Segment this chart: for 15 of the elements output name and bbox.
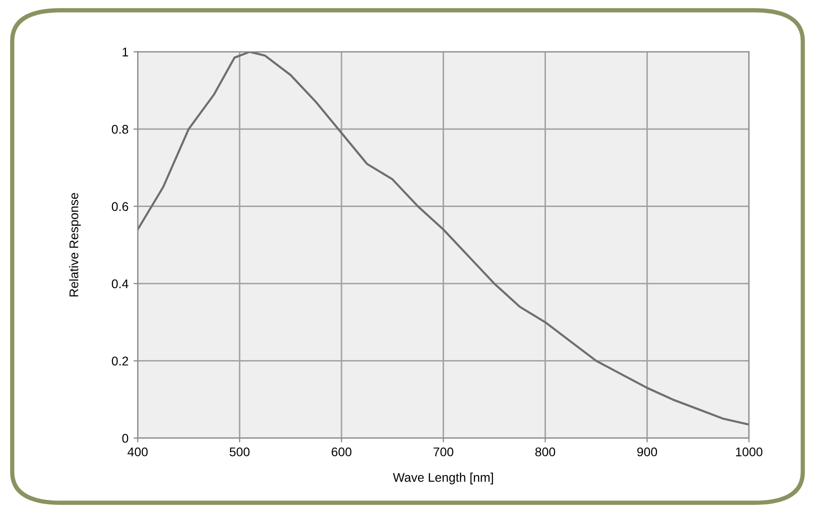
x-tick-label: 500 bbox=[230, 447, 250, 456]
y-tick-label: 0.8 bbox=[112, 124, 128, 134]
y-axis-title: Relative Response bbox=[69, 193, 81, 296]
y-tick-label: 1 bbox=[122, 48, 128, 56]
x-tick-label: 800 bbox=[535, 447, 556, 456]
x-tick-label: 700 bbox=[434, 447, 454, 456]
x-tick-label: 900 bbox=[637, 447, 658, 456]
x-axis-title: Wave Length [nm] bbox=[392, 472, 493, 484]
x-tick-label: 1000 bbox=[736, 447, 762, 456]
x-tick-label: 600 bbox=[332, 447, 352, 456]
y-tick-label: 0.6 bbox=[112, 202, 128, 211]
y-tick-label: 0 bbox=[122, 434, 128, 443]
y-tick-label: 0.2 bbox=[112, 356, 128, 366]
x-tick-label: 400 bbox=[128, 447, 148, 456]
y-tick-label: 0.4 bbox=[112, 279, 128, 288]
